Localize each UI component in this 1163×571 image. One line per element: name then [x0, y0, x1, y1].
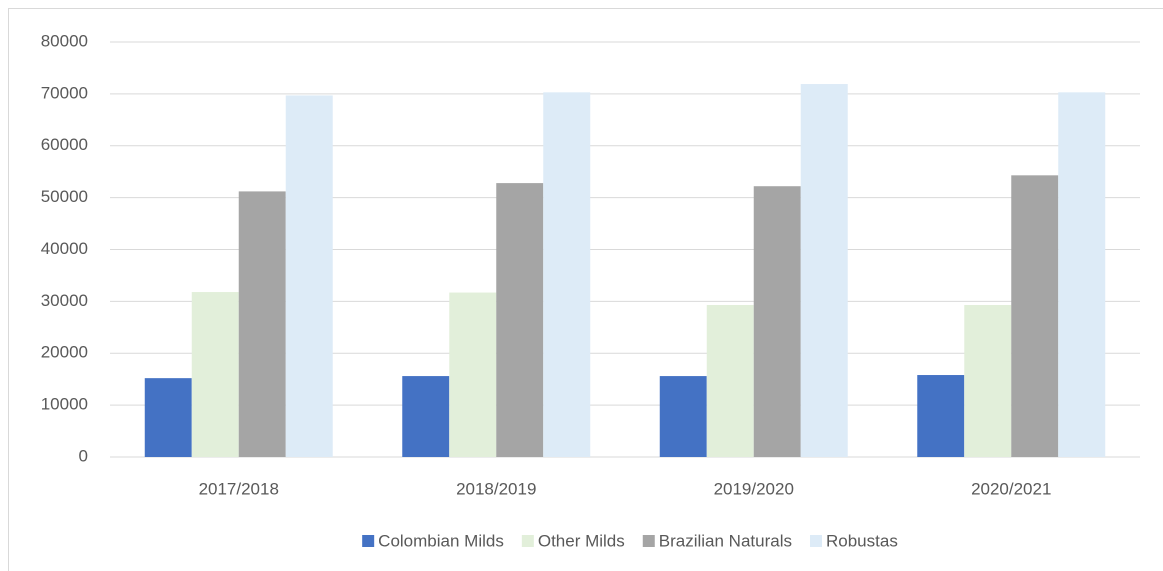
bar	[1058, 92, 1106, 457]
bar	[191, 292, 239, 457]
y-tick-label: 20000	[41, 343, 88, 362]
bar	[144, 378, 192, 457]
legend-label: Brazilian Naturals	[659, 531, 792, 550]
legend-label: Other Milds	[538, 531, 625, 550]
y-tick-label: 80000	[41, 31, 88, 50]
bar	[496, 183, 544, 457]
y-tick-label: 60000	[41, 135, 88, 154]
legend-swatch	[642, 535, 655, 547]
x-tick-label: 2018/2019	[456, 479, 536, 498]
bar	[285, 95, 333, 458]
legend-label: Robustas	[826, 531, 898, 550]
x-tick-label: 2019/2020	[714, 479, 794, 498]
bar	[753, 186, 801, 457]
y-tick-label: 10000	[41, 395, 88, 414]
legend-swatch	[521, 535, 534, 547]
x-tick-label: 2017/2018	[199, 479, 279, 498]
legend-label: Colombian Milds	[378, 531, 504, 550]
y-tick-label: 70000	[41, 83, 88, 102]
bar	[706, 305, 754, 457]
bar	[800, 84, 848, 458]
bar	[659, 376, 707, 457]
bar	[238, 191, 286, 457]
legend-swatch	[362, 535, 375, 547]
bar	[1011, 175, 1059, 457]
x-tick-label: 2020/2021	[971, 479, 1051, 498]
legend-swatch	[810, 535, 822, 547]
y-tick-label: 0	[79, 446, 88, 465]
y-tick-label: 50000	[41, 187, 88, 206]
bar	[449, 292, 497, 457]
bar	[964, 305, 1012, 457]
bar	[402, 376, 450, 457]
bar	[543, 92, 591, 457]
bar	[917, 375, 965, 457]
y-tick-label: 40000	[41, 239, 88, 258]
y-tick-label: 30000	[41, 291, 88, 310]
